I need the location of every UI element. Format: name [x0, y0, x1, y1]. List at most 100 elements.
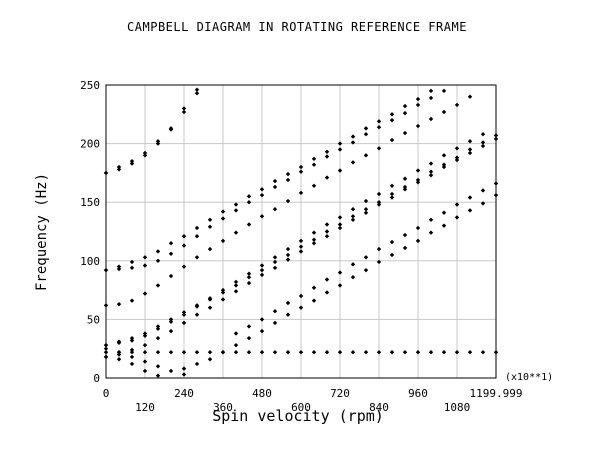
data-point — [428, 116, 434, 122]
data-point — [116, 164, 122, 170]
data-point — [389, 191, 395, 197]
data-point — [324, 222, 330, 227]
data-point — [402, 350, 408, 355]
data-point — [207, 217, 213, 222]
data-point — [181, 106, 187, 111]
data-point — [428, 350, 434, 355]
data-point — [259, 214, 265, 219]
data-point — [454, 350, 460, 355]
data-point — [298, 164, 304, 170]
data-point — [116, 340, 122, 346]
data-point — [142, 333, 148, 339]
data-point — [363, 153, 369, 158]
data-point — [155, 373, 161, 378]
data-point — [402, 245, 408, 251]
data-point — [415, 177, 421, 183]
data-point — [441, 153, 447, 158]
data-point — [181, 233, 187, 239]
data-point — [129, 259, 135, 265]
x-tick-label: 120 — [135, 401, 155, 414]
data-point — [103, 354, 109, 360]
data-point — [207, 297, 213, 302]
data-point — [246, 275, 252, 280]
data-point — [272, 308, 278, 314]
data-point — [129, 335, 135, 341]
data-point — [363, 132, 369, 137]
data-point — [155, 258, 161, 263]
data-point — [363, 255, 369, 260]
data-point — [285, 257, 291, 262]
data-point — [298, 305, 304, 310]
data-point — [428, 217, 434, 222]
data-point — [207, 305, 213, 310]
data-point — [272, 255, 278, 260]
data-point — [259, 263, 265, 268]
data-point — [363, 210, 369, 215]
x-tick-label: 600 — [291, 401, 311, 414]
data-point — [142, 263, 148, 268]
data-point — [454, 157, 460, 163]
data-point — [480, 201, 486, 206]
data-point — [103, 346, 109, 351]
data-point — [285, 198, 291, 204]
data-point — [259, 328, 265, 334]
data-point — [129, 298, 135, 303]
data-point — [311, 183, 317, 188]
data-point — [467, 147, 473, 152]
data-point — [181, 243, 187, 248]
data-point — [103, 350, 109, 355]
data-point — [259, 317, 265, 322]
data-points — [103, 87, 499, 378]
data-point — [168, 273, 174, 279]
data-point — [246, 194, 252, 199]
data-point — [233, 342, 239, 348]
data-point — [337, 147, 343, 152]
data-point — [324, 233, 330, 239]
data-point — [389, 112, 395, 117]
data-point — [480, 140, 486, 145]
data-point — [389, 252, 395, 258]
data-point — [272, 320, 278, 326]
data-point — [402, 130, 408, 136]
data-point — [285, 350, 291, 355]
data-point — [103, 267, 109, 273]
data-point — [233, 331, 239, 336]
data-point — [454, 155, 460, 160]
data-point — [168, 127, 174, 132]
data-point — [285, 171, 291, 177]
data-point — [194, 350, 200, 355]
data-point — [207, 357, 213, 362]
data-point — [389, 137, 395, 143]
data-point — [194, 361, 200, 367]
x-tick-label: 720 — [330, 387, 350, 400]
data-point — [181, 350, 187, 355]
y-tick-label: 250 — [80, 79, 100, 92]
data-point — [194, 312, 200, 317]
x-axis-label: Spin velocity (rpm) — [212, 407, 384, 425]
data-point — [220, 290, 226, 295]
y-tick-label: 150 — [80, 196, 100, 209]
data-point — [350, 275, 356, 280]
data-point — [181, 312, 187, 317]
data-point — [402, 184, 408, 190]
grid-lines — [106, 85, 496, 378]
data-point — [285, 252, 291, 258]
data-point — [363, 267, 369, 273]
data-point — [454, 102, 460, 108]
data-point — [441, 162, 447, 167]
data-point — [493, 350, 499, 355]
data-point — [298, 244, 304, 249]
data-point — [441, 223, 447, 228]
data-point — [311, 162, 317, 167]
data-point — [350, 140, 356, 145]
data-point — [298, 249, 304, 254]
data-point — [350, 207, 356, 212]
data-point — [415, 180, 421, 185]
data-point — [142, 153, 148, 158]
data-point — [259, 192, 265, 198]
data-point — [428, 173, 434, 178]
data-point — [155, 141, 161, 146]
data-point — [116, 350, 122, 355]
data-point — [480, 188, 486, 193]
data-point — [298, 238, 304, 244]
